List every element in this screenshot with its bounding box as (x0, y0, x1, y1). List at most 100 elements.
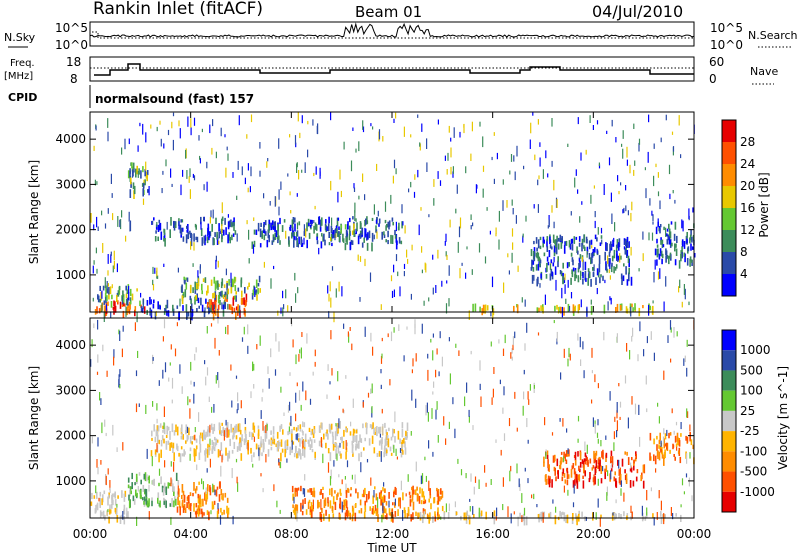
velocity-cell (167, 426, 170, 431)
velocity-cell (691, 495, 693, 502)
velocity-cell (625, 473, 628, 483)
power-cell (603, 304, 606, 314)
velocity-cell (394, 411, 396, 423)
velocity-cell (252, 433, 254, 437)
power-cell (230, 219, 232, 227)
velocity-cell (420, 500, 423, 505)
power-cell (203, 216, 205, 221)
velocity-cell (382, 496, 384, 505)
velocity-cell (119, 515, 122, 524)
power-cell (544, 294, 546, 305)
power-cell (594, 220, 596, 229)
velocity-cell (516, 463, 518, 474)
power-cell (112, 213, 114, 221)
velocity-cell (642, 464, 645, 473)
velocity-cell (322, 513, 325, 519)
power-cell (217, 282, 219, 290)
power-cell (294, 135, 297, 145)
velocity-cell (151, 497, 153, 501)
power-cell (659, 200, 661, 210)
power-cell (292, 217, 295, 225)
velocity-cell (151, 437, 153, 441)
power-cell (216, 231, 218, 240)
power-cell (126, 297, 129, 306)
power-cell (359, 233, 362, 239)
power-cell (353, 187, 356, 192)
power-cell (328, 216, 330, 224)
velocity-cell (425, 475, 427, 482)
velocity-cell (197, 510, 200, 517)
velocity-cell (136, 516, 138, 526)
power-cell (554, 239, 557, 248)
velocity-cell (267, 366, 269, 374)
velocity-cell (327, 497, 329, 504)
power-cell (159, 222, 162, 231)
velocity-cell (366, 459, 369, 463)
velocity-cell (301, 332, 303, 337)
velocity-cell (403, 438, 405, 444)
power-cell (662, 244, 665, 248)
power-ylabel: Slant Range [km] (27, 160, 41, 264)
velocity-cell (402, 510, 404, 521)
velocity-cell (405, 430, 407, 437)
power-cell (273, 265, 275, 270)
power-cell (474, 303, 477, 312)
power-cell (371, 232, 374, 242)
power-cell (189, 189, 191, 199)
power-cell (419, 142, 421, 147)
velocity-cell (410, 431, 412, 436)
velocity-cell (692, 444, 694, 450)
power-cell (173, 222, 176, 231)
power-cell (362, 173, 364, 182)
velocity-cell (658, 490, 660, 499)
power-cell (336, 228, 338, 234)
power-cell (282, 290, 284, 299)
power-cell (668, 164, 671, 175)
power-cell (223, 229, 225, 236)
velocity-cell (358, 453, 360, 462)
velocity-cell (175, 472, 178, 481)
velocity-cell (253, 384, 255, 389)
power-cell (226, 283, 228, 291)
velocity-cell (547, 459, 549, 469)
power-cell (230, 304, 232, 311)
power-cell (690, 229, 692, 236)
velocity-cell (631, 511, 633, 519)
power-cell (509, 170, 511, 175)
power-cell (241, 166, 243, 176)
power-cell (180, 184, 182, 196)
power-cell (521, 297, 523, 303)
velocity-cell (327, 448, 330, 454)
power-cell (256, 294, 258, 301)
power-cell (222, 310, 225, 317)
velocity-cell (621, 458, 624, 467)
power-cell (125, 307, 128, 315)
velocity-cell (145, 490, 147, 497)
power-cell (142, 198, 145, 205)
velocity-cell (321, 507, 323, 513)
power-cell (212, 237, 214, 246)
velocity-cell (340, 437, 342, 441)
velocity-cell (511, 356, 513, 361)
power-cell (136, 165, 138, 175)
velocity-cell (344, 476, 346, 480)
velocity-cell (387, 438, 390, 448)
velocity-cell (587, 462, 589, 467)
colorbar-swatch (722, 431, 736, 452)
velocity-cell (572, 463, 575, 469)
power-cell (668, 223, 670, 229)
power-cell (131, 162, 133, 169)
velocity-cell (502, 504, 504, 511)
power-cell (563, 277, 566, 284)
velocity-cell (168, 482, 171, 487)
power-cell (179, 128, 181, 139)
velocity-cell (298, 448, 300, 456)
power-cell (263, 261, 265, 268)
power-cell (295, 293, 297, 303)
power-cell (157, 224, 160, 232)
power-cell (681, 239, 684, 247)
power-cell (361, 227, 363, 235)
velocity-cell (331, 431, 334, 437)
velocity-cell (624, 451, 626, 455)
velocity-cell (322, 493, 324, 499)
